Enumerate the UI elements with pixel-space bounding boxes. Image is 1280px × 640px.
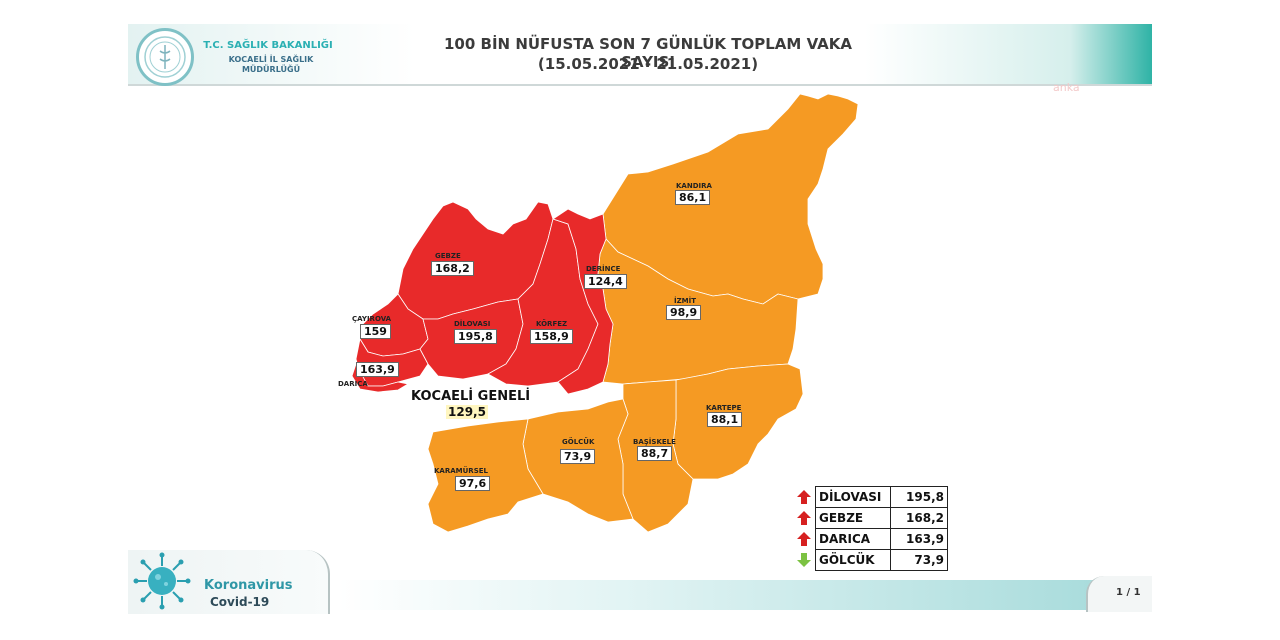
district-value-cayirova: 159: [360, 324, 391, 339]
district-shape-coast: [351, 363, 410, 393]
org-subname-line2: MÜDÜRLÜĞÜ: [241, 65, 301, 74]
ministry-logo: [136, 28, 194, 86]
row-value: 73,9: [890, 549, 948, 571]
district-value-dilovasi: 195,8: [454, 329, 497, 344]
watermark: anka: [1053, 81, 1080, 94]
page-tab: [1086, 576, 1152, 612]
table-row: DARICA 163,9: [815, 528, 948, 550]
row-name: DARICA: [815, 528, 891, 550]
district-value-karamursel: 97,6: [455, 476, 491, 491]
header-banner: T.C. SAĞLIK BAKANLIĞI KOCAELİ İL SAĞLIK …: [128, 24, 1152, 86]
date-range: (15.05.2021 - 21.05.2021): [537, 55, 759, 73]
arrow-up-icon: [797, 490, 811, 504]
row-name: GÖLCÜK: [815, 549, 891, 571]
row-name: GEBZE: [815, 507, 891, 529]
district-value-gebze: 168,2: [431, 261, 474, 276]
district-name-golcuk: GÖLCÜK: [562, 438, 595, 446]
district-name-kartepe: KARTEPE: [706, 404, 742, 412]
table-row: DİLOVASI 195,8: [815, 486, 948, 508]
district-name-dilovasi: DİLOVASI: [454, 320, 491, 328]
province-value: 129,5: [446, 405, 488, 419]
district-value-derince: 124,4: [584, 274, 627, 289]
table-row: GÖLCÜK 73,9: [815, 549, 948, 571]
province-label: KOCAELİ GENELİ: [411, 389, 531, 404]
district-value-korfez: 158,9: [530, 329, 573, 344]
district-shape-derince: [552, 208, 614, 395]
covid-label: Koronavirus: [204, 578, 293, 593]
arrow-up-icon: [797, 532, 811, 546]
covid-sublabel: Covid-19: [210, 595, 270, 609]
district-name-karamursel: KARAMÜRSEL: [434, 467, 488, 475]
slide: T.C. SAĞLIK BAKANLIĞI KOCAELİ İL SAĞLIK …: [128, 24, 1152, 616]
district-name-gebze: GEBZE: [435, 252, 461, 260]
org-subname: KOCAELİ İL SAĞLIK MÜDÜRLÜĞÜ: [206, 55, 336, 75]
page-title: 100 BİN NÜFUSTA SON 7 GÜNLÜK TOPLAM VAKA…: [444, 35, 852, 71]
org-subname-line1: KOCAELİ İL SAĞLIK: [228, 55, 314, 64]
district-value-golcuk: 73,9: [560, 449, 596, 464]
district-shape-karamursel: [427, 418, 544, 533]
district-value-kartepe: 88,1: [707, 412, 743, 427]
row-value: 163,9: [890, 528, 948, 550]
district-value-darica: 163,9: [356, 362, 399, 377]
district-name-derince: DERİNCE: [586, 265, 621, 273]
virus-icon: [133, 552, 191, 610]
district-value-basiskele: 88,7: [637, 446, 673, 461]
district-name-cayirova: ÇAYIROVA: [352, 315, 392, 323]
district-name-basiskele: BAŞİSKELE: [633, 438, 676, 446]
district-value-kandira: 86,1: [675, 190, 711, 205]
top-districts-table: DİLOVASI 195,8 GEBZE 168,2 DARICA 163,9 …: [815, 486, 948, 571]
arrow-down-icon: [797, 553, 811, 567]
table-row: GEBZE 168,2: [815, 507, 948, 529]
row-name: DİLOVASI: [815, 486, 891, 508]
district-name-darica: DARICA: [338, 380, 368, 388]
district-name-korfez: KÖRFEZ: [536, 320, 568, 328]
row-value: 168,2: [890, 507, 948, 529]
arrow-up-icon: [797, 511, 811, 525]
kocaeli-map: [351, 93, 859, 533]
footer-bar: [338, 580, 1098, 610]
district-value-izmit: 98,9: [666, 305, 702, 320]
page-number: 1 / 1: [1116, 587, 1141, 598]
org-name: T.C. SAĞLIK BAKANLIĞI: [203, 40, 333, 51]
district-name-kandira: KANDIRA: [676, 182, 712, 190]
district-name-izmit: İZMİT: [674, 297, 697, 305]
row-value: 195,8: [890, 486, 948, 508]
